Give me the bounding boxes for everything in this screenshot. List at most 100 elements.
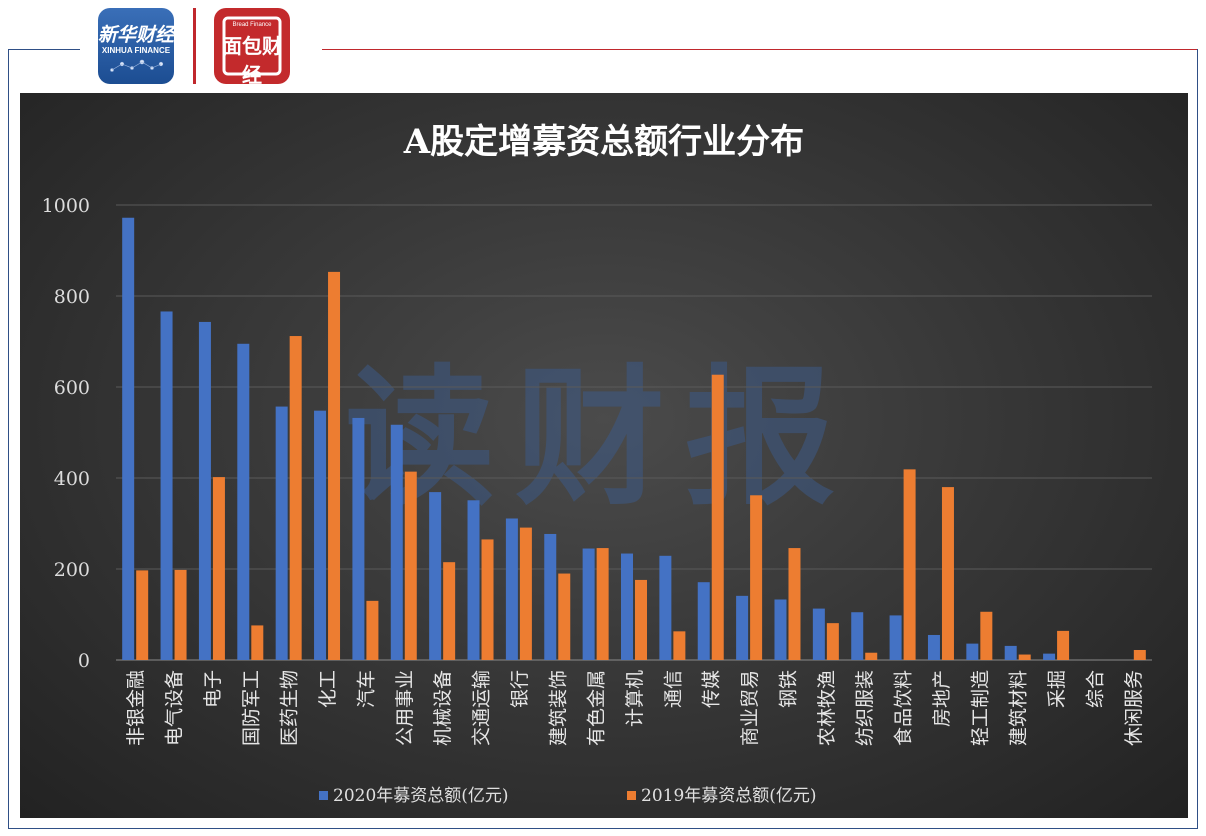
bar-2019-3 xyxy=(251,625,264,660)
x-tick-label: 纺织服装 xyxy=(854,670,876,746)
bread-logo-name: 面包财经 xyxy=(222,34,282,84)
bar-2019-17 xyxy=(788,548,801,660)
bar-2019-18 xyxy=(826,623,839,660)
x-tick-label: 电子 xyxy=(202,670,224,708)
bar-2019-6 xyxy=(366,600,379,660)
bar-2019-10 xyxy=(519,527,532,660)
bar-2019-5 xyxy=(328,271,341,660)
bar-2020-19 xyxy=(851,612,864,660)
bar-2019-11 xyxy=(558,573,571,660)
x-tick-label: 公用事业 xyxy=(394,670,416,746)
xinhua-finance-logo: 新华财经 XINHUA FINANCE xyxy=(98,8,174,84)
y-tick-label: 0 xyxy=(78,650,90,672)
bar-2020-21 xyxy=(927,634,940,660)
bar-2020-9 xyxy=(467,500,480,660)
bar-2019-13 xyxy=(635,579,647,660)
bar-2020-15 xyxy=(697,582,710,660)
bar-2019-19 xyxy=(865,652,878,660)
header-rule-blue xyxy=(8,49,80,50)
y-tick-label: 800 xyxy=(54,286,90,308)
x-tick-label: 有色金属 xyxy=(586,670,608,746)
bar-2019-22 xyxy=(980,611,993,660)
x-tick-label: 化工 xyxy=(317,670,339,708)
bar-2020-3 xyxy=(237,343,250,660)
bar-2019-1 xyxy=(174,569,187,660)
x-tick-label: 休闲服务 xyxy=(1123,670,1145,746)
network-dots-icon xyxy=(110,59,164,72)
bar-2020-11 xyxy=(544,533,557,660)
x-tick-label: 综合 xyxy=(1084,670,1106,708)
bar-2019-0 xyxy=(136,570,149,660)
y-tick-label: 200 xyxy=(54,559,90,581)
x-tick-label: 农林牧渔 xyxy=(816,670,838,746)
legend-swatch-2020 xyxy=(319,791,328,800)
x-tick-label: 房地产 xyxy=(931,670,953,727)
xinhua-logo-name: 新华财经 xyxy=(98,24,174,46)
bread-finance-mark-icon xyxy=(222,16,282,76)
bar-2020-5 xyxy=(314,410,327,660)
bar-2020-10 xyxy=(505,518,518,660)
bar-2020-22 xyxy=(966,643,979,660)
chart-background xyxy=(20,93,1188,818)
bread-finance-logo: 面包财经 Bread Finance xyxy=(214,8,290,84)
bars xyxy=(122,217,1146,661)
bar-2020-17 xyxy=(774,599,787,660)
y-axis-ticks: 0 200 400 600 800 1000 xyxy=(42,195,90,672)
bar-2020-2 xyxy=(198,321,211,660)
bar-2019-12 xyxy=(596,548,609,660)
bar-2020-7 xyxy=(390,424,403,660)
watermark-text: 读财报 xyxy=(345,352,855,526)
bar-2019-15 xyxy=(711,374,724,660)
bar-2019-23 xyxy=(1018,654,1031,660)
x-tick-label: 建筑装饰 xyxy=(547,670,569,746)
legend-label-2020: 2020年募资总额(亿元) xyxy=(333,786,509,806)
bar-2019-7 xyxy=(404,471,417,660)
bar-2020-0 xyxy=(122,217,135,661)
header-rule-red xyxy=(322,49,1198,50)
x-tick-label: 汽车 xyxy=(355,670,377,708)
y-tick-label: 400 xyxy=(54,468,90,490)
legend-swatch-2019 xyxy=(627,791,636,800)
logo-divider xyxy=(193,8,196,84)
x-tick-label: 医药生物 xyxy=(279,670,301,746)
bar-2019-2 xyxy=(212,477,225,660)
x-tick-label: 机械设备 xyxy=(432,670,454,746)
legend: 2020年募资总额(亿元) 2019年募资总额(亿元) xyxy=(319,786,817,806)
bar-2019-4 xyxy=(289,336,302,660)
bar-2020-12 xyxy=(582,548,595,660)
y-tick-label: 600 xyxy=(54,377,90,399)
bar-2019-24 xyxy=(1057,630,1070,660)
x-tick-label: 采掘 xyxy=(1046,670,1068,708)
x-tick-label: 食品饮料 xyxy=(893,670,915,746)
x-tick-label: 传媒 xyxy=(701,670,723,708)
x-tick-label: 交通运输 xyxy=(471,670,493,746)
bar-2020-24 xyxy=(1043,653,1056,660)
xinhua-logo-sub: XINHUA FINANCE xyxy=(101,46,171,55)
bar-2020-14 xyxy=(659,555,672,660)
x-tick-label: 轻工制造 xyxy=(969,670,991,746)
bar-2019-14 xyxy=(673,631,686,660)
chart-title: A股定增募资总额行业分布 xyxy=(403,122,804,162)
x-tick-label: 通信 xyxy=(662,670,684,708)
bread-logo-sub: Bread Finance xyxy=(232,22,272,28)
bar-2020-13 xyxy=(621,553,633,660)
y-tick-label: 1000 xyxy=(42,195,90,217)
bar-2020-4 xyxy=(275,406,288,660)
x-tick-label: 建筑材料 xyxy=(1008,670,1030,746)
bar-2019-21 xyxy=(941,487,954,660)
bar-2019-26 xyxy=(1133,649,1146,660)
x-tick-label: 商业贸易 xyxy=(739,670,761,746)
page-frame xyxy=(8,49,1198,829)
bar-2020-6 xyxy=(352,417,365,660)
x-tick-label: 计算机 xyxy=(624,670,646,727)
x-tick-label: 非银金融 xyxy=(125,670,147,746)
bar-2020-20 xyxy=(889,615,902,660)
x-tick-label: 银行 xyxy=(509,670,531,708)
x-axis-ticks: 非银金融 电气设备 电子 国防军工 医药生物 化工 汽车 公用事业 机械设备 交通运输 银行 建筑装饰… xyxy=(125,670,1145,746)
bar-2019-9 xyxy=(481,539,494,660)
bar-2020-1 xyxy=(160,311,173,660)
bar-2020-23 xyxy=(1004,645,1017,660)
gridlines xyxy=(116,204,1152,661)
bar-2019-16 xyxy=(750,495,763,660)
